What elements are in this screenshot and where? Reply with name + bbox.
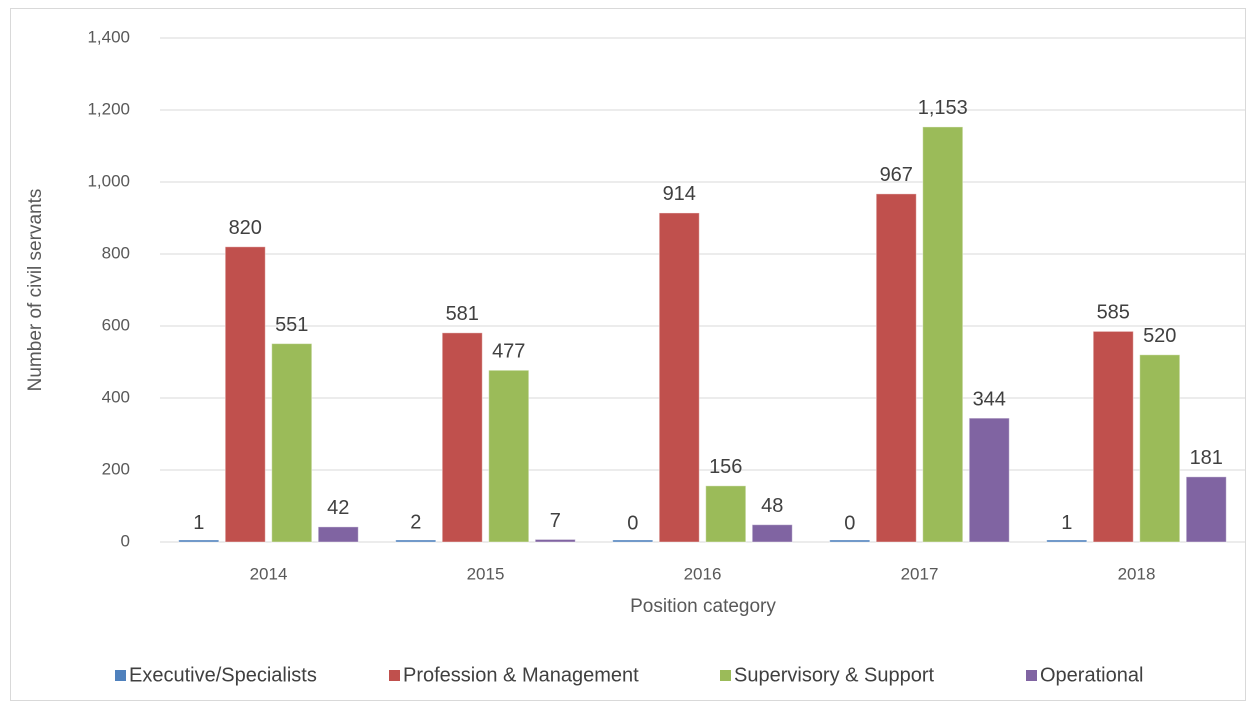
x-axis-title: Position category [630, 596, 776, 617]
legend-swatch [1026, 670, 1037, 681]
bar [224, 246, 266, 543]
bar [271, 343, 313, 543]
x-tick-label: 2018 [1118, 564, 1156, 583]
y-tick-label: 1,000 [87, 171, 130, 190]
x-tick-label: 2014 [250, 564, 288, 583]
bar [612, 539, 654, 543]
data-label: 181 [1190, 447, 1223, 469]
data-label: 585 [1097, 302, 1130, 324]
legend-swatch [115, 670, 126, 681]
data-label: 820 [229, 217, 262, 239]
data-label: 551 [275, 314, 308, 336]
bar [534, 538, 576, 543]
y-tick-label: 800 [102, 243, 130, 262]
legend-swatch [389, 670, 400, 681]
data-label: 477 [492, 341, 525, 363]
bar [1092, 330, 1134, 543]
bar [922, 126, 964, 543]
legend-label: Executive/Specialists [129, 664, 317, 686]
bar [1185, 476, 1227, 543]
bar [395, 539, 437, 543]
bar [751, 524, 793, 543]
bar [488, 369, 530, 543]
bar [658, 212, 700, 543]
bar [441, 332, 483, 543]
y-axis-title: Number of civil servants [25, 189, 46, 392]
data-label: 7 [550, 510, 561, 532]
legend-label: Profession & Management [403, 664, 639, 686]
bar [968, 417, 1010, 543]
y-tick-label: 1,400 [87, 27, 130, 46]
data-label: 1 [193, 512, 204, 534]
data-label: 156 [709, 456, 742, 478]
bar [875, 193, 917, 543]
y-tick-label: 600 [102, 315, 130, 334]
x-tick-label: 2017 [901, 564, 939, 583]
data-label: 42 [327, 497, 349, 519]
data-label: 1,153 [918, 97, 968, 119]
y-tick-label: 0 [121, 531, 130, 550]
bar [1139, 354, 1181, 543]
data-label: 344 [973, 388, 1006, 410]
x-tick-label: 2016 [684, 564, 722, 583]
legend-label: Operational [1040, 664, 1143, 686]
bar [178, 539, 220, 543]
chart-border [10, 8, 1246, 701]
data-label: 48 [761, 495, 783, 517]
data-label: 914 [663, 183, 696, 205]
data-label: 0 [627, 512, 638, 534]
data-label: 967 [880, 164, 913, 186]
data-label: 581 [446, 303, 479, 325]
data-label: 0 [844, 512, 855, 534]
legend-swatch [720, 670, 731, 681]
y-tick-label: 400 [102, 387, 130, 406]
y-tick-label: 200 [102, 459, 130, 478]
bar [829, 539, 871, 543]
y-tick-label: 1,200 [87, 99, 130, 118]
bar [705, 485, 747, 543]
data-label: 2 [410, 512, 421, 534]
bar [1046, 539, 1088, 543]
data-label: 1 [1061, 512, 1072, 534]
data-label: 520 [1143, 325, 1176, 347]
x-tick-label: 2015 [467, 564, 505, 583]
bar [317, 526, 359, 543]
legend-label: Supervisory & Support [734, 664, 935, 686]
